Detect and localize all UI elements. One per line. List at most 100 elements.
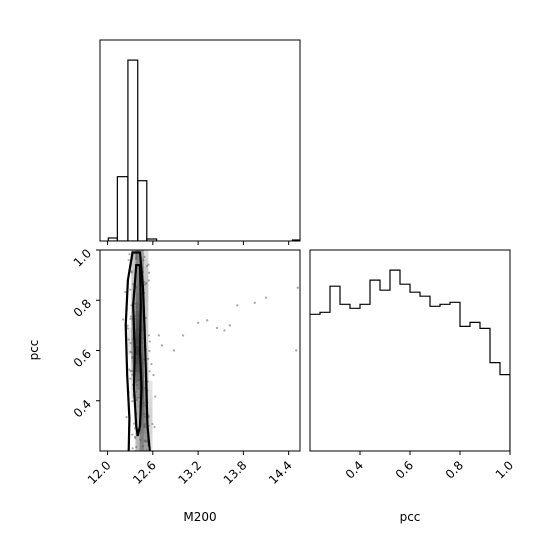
density-cell-81 — [131, 275, 136, 285]
density-cell-14 — [143, 415, 149, 426]
outlier-point-6 — [253, 301, 256, 304]
density-cell-1 — [139, 442, 145, 451]
sample-point-91 — [135, 343, 139, 346]
sample-point-23 — [137, 332, 140, 335]
sample-point-92 — [131, 433, 134, 436]
sample-point-130 — [145, 282, 148, 285]
sample-point-4 — [134, 314, 137, 318]
density-cell-13 — [139, 415, 145, 426]
density-cell-19 — [147, 407, 153, 417]
density-cell-59 — [139, 327, 145, 338]
sample-point-61 — [129, 341, 132, 345]
density-cell-40 — [139, 363, 145, 373]
pcc-axis-label: pcc — [27, 340, 41, 361]
sample-point-150 — [135, 355, 138, 358]
density-cell-11 — [147, 424, 153, 434]
sample-point-65 — [151, 422, 154, 426]
density-cell-4 — [135, 433, 141, 443]
density-cell-84 — [143, 275, 149, 285]
density-cell-28 — [147, 389, 153, 399]
density-cell-94 — [135, 250, 141, 258]
m200-histogram-panel — [99, 39, 301, 245]
outlier-point-5 — [236, 304, 239, 307]
density-cell-5 — [139, 433, 145, 443]
sample-point-10 — [137, 379, 140, 382]
sample-point-115 — [122, 318, 125, 321]
sample-point-90 — [139, 438, 142, 441]
density-cell-64 — [143, 319, 149, 329]
density-cell-56 — [127, 327, 132, 338]
density-cell-43 — [135, 354, 141, 364]
density-cell-67 — [139, 310, 145, 320]
sample-point-39 — [141, 361, 145, 364]
sample-point-48 — [145, 439, 148, 442]
density-cell-16 — [135, 407, 141, 417]
density-cell-63 — [139, 319, 145, 329]
sample-point-52 — [143, 412, 146, 416]
sample-point-140 — [131, 400, 134, 403]
density-cell-80 — [143, 283, 149, 294]
density-cell-70 — [135, 301, 141, 311]
sample-point-136 — [133, 435, 137, 438]
sample-point-120 — [142, 259, 145, 262]
m200-histogram-xticks — [107, 241, 290, 245]
sample-point-28 — [125, 415, 128, 419]
outlier-point-2 — [215, 326, 219, 330]
sample-point-11 — [142, 401, 145, 405]
sample-point-30 — [129, 350, 132, 353]
density-cell-75 — [139, 292, 145, 302]
density-cell-51 — [127, 336, 132, 346]
density-cell-35 — [135, 371, 141, 382]
sample-point-43 — [148, 349, 151, 353]
density-cell-20 — [135, 398, 141, 408]
outlier-point-1 — [205, 319, 209, 322]
sample-point-143 — [147, 334, 151, 337]
density-cell-6 — [143, 433, 149, 443]
outlier-point-4 — [228, 324, 232, 327]
outlier-point-13 — [181, 334, 185, 337]
density-cell-62 — [135, 319, 141, 329]
sample-point-156 — [131, 369, 134, 373]
sample-point-157 — [143, 404, 147, 407]
density-cell-2 — [143, 442, 149, 451]
m200-histogram-frame — [99, 39, 301, 242]
sample-point-103 — [136, 360, 139, 364]
sample-point-113 — [135, 322, 138, 325]
density-cell-33 — [147, 380, 153, 390]
sample-point-67 — [145, 264, 149, 268]
sample-point-126 — [127, 258, 130, 262]
sample-point-132 — [131, 355, 134, 358]
sample-point-72 — [126, 327, 129, 330]
density-cell-48 — [135, 345, 141, 355]
density-cell-85 — [131, 266, 136, 276]
sample-point-124 — [136, 314, 140, 317]
density-cell-25 — [135, 389, 141, 399]
density-cell-44 — [139, 354, 145, 364]
sample-point-8 — [143, 415, 147, 418]
pcc-histogram-step — [310, 269, 510, 451]
m200-pcc-2d-panel: 12.0 12.6 13.2 13.8 14.4 0.40.60.81.0 M200 p… — [27, 246, 301, 524]
sample-point-102 — [130, 304, 133, 307]
density-cell-74 — [135, 292, 141, 302]
density-cell-23 — [147, 398, 153, 408]
sample-point-133 — [129, 377, 132, 380]
density-cell-79 — [139, 283, 145, 294]
sample-point-144 — [148, 370, 151, 373]
sample-point-12 — [141, 328, 144, 331]
sample-point-32 — [124, 290, 127, 294]
sample-point-29 — [141, 341, 144, 345]
density-cell-78 — [135, 283, 141, 294]
density-cell-12 — [135, 415, 141, 426]
sample-point-153 — [143, 425, 146, 429]
sample-point-42 — [147, 357, 150, 360]
outlier-point-11 — [157, 334, 161, 337]
sample-point-36 — [135, 305, 138, 308]
sample-point-75 — [130, 271, 133, 274]
sample-point-64 — [129, 288, 132, 291]
contour-outer — [124, 251, 151, 451]
outlier-point-3 — [223, 329, 226, 332]
sample-point-63 — [148, 271, 151, 274]
density-cell-39 — [135, 363, 141, 373]
sample-point-62 — [136, 302, 139, 305]
